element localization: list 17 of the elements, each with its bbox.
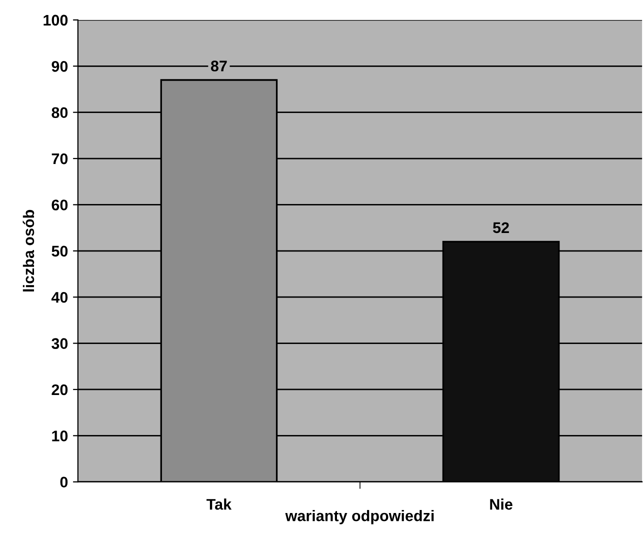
x-tick-label: Tak [206,498,232,510]
y-tick-label: 80 [52,107,68,118]
y-tick-label: 20 [52,384,68,396]
y-tick-label: 40 [51,292,68,303]
y-tick-label: 0 [60,476,68,488]
x-axis-title: warianty odpowiedzi [285,510,434,524]
y-tick-label: 100 [44,14,68,26]
data-label: 52 [493,222,509,234]
y-tick-label: 50 [52,246,68,257]
y-axis-title: liczba osób [22,210,34,292]
x-tick-label: Nie [490,498,512,510]
y-tick-label: 60 [52,200,68,210]
y-tick-label: 70 [52,153,68,164]
y-tick-label: 10 [52,430,68,442]
y-tick-label: 90 [52,61,68,72]
data-label: 87 [210,60,227,72]
y-tick-label: 30 [52,338,68,349]
